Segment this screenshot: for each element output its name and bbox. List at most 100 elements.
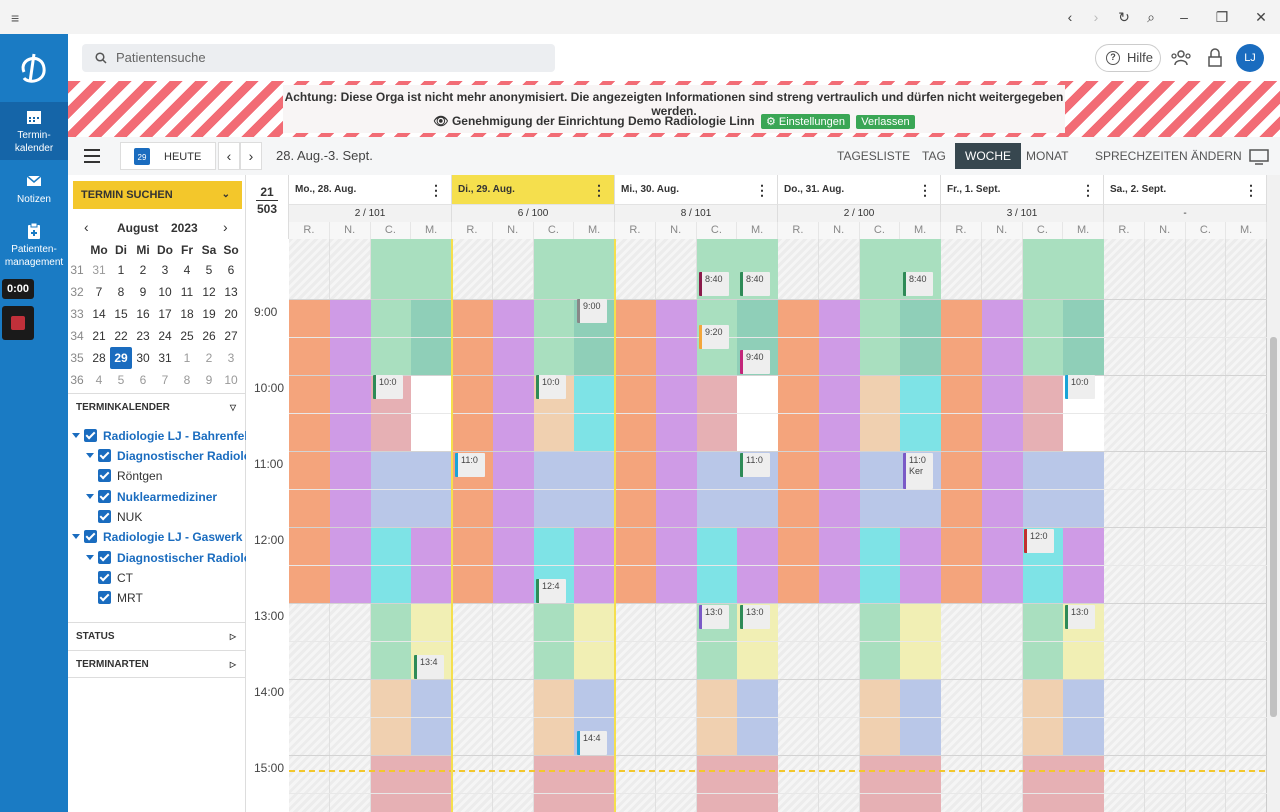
nav-patientenmanagement[interactable]: Patienten- management (0, 222, 68, 269)
resource-column[interactable] (818, 239, 860, 812)
mini-calendar-day[interactable]: 8 (183, 373, 191, 387)
next-week-button[interactable]: › (240, 142, 262, 170)
resource-column[interactable] (981, 239, 1023, 812)
nav-terminkalender[interactable]: Termin- kalender (0, 102, 68, 160)
day-header[interactable]: Sa., 2. Sept. ⋮ (1104, 175, 1267, 205)
appointment[interactable]: 8:40 (740, 272, 770, 296)
appointment[interactable]: 12:4 (536, 579, 566, 603)
leave-button[interactable]: Verlassen (856, 115, 915, 129)
avatar[interactable]: LJ (1236, 44, 1264, 72)
tab-monat[interactable]: MONAT (1026, 149, 1069, 163)
more-vert-icon[interactable]: ⋮ (755, 182, 769, 198)
more-vert-icon[interactable]: ⋮ (592, 182, 606, 198)
search-appointment-button[interactable]: TERMIN SUCHEN ⌄ (73, 181, 242, 209)
tree-item-mrt[interactable]: MRT (98, 591, 246, 605)
monitor-icon[interactable] (1249, 149, 1269, 165)
mini-calendar-day[interactable]: 31 (158, 351, 172, 365)
resource-column[interactable] (1226, 239, 1267, 812)
mini-calendar-day[interactable]: 3 (161, 263, 169, 277)
patient-search-input[interactable]: Patientensuche (82, 44, 555, 72)
mini-calendar-day[interactable]: 25 (180, 329, 194, 343)
appointment[interactable]: 10:0 (373, 375, 403, 399)
checkbox-icon[interactable] (98, 551, 111, 564)
mini-calendar-day[interactable]: 13 (224, 285, 238, 299)
mini-calendar-day[interactable]: 1 (183, 351, 191, 365)
mini-calendar-day[interactable]: 4 (183, 263, 191, 277)
mini-calendar-day[interactable]: 26 (202, 329, 216, 343)
more-vert-icon[interactable]: ⋮ (918, 182, 932, 198)
tree-item-ct[interactable]: CT (98, 571, 246, 585)
resource-column[interactable] (900, 239, 941, 812)
hamburger-icon[interactable]: ≡ (11, 10, 20, 26)
appointment[interactable]: 10:0 (1065, 375, 1095, 399)
appointment[interactable]: 10:0 (536, 375, 566, 399)
appointment[interactable]: 11:0 (740, 453, 770, 477)
resource-column[interactable] (1104, 239, 1145, 812)
resource-column[interactable] (329, 239, 371, 812)
back-icon[interactable]: ‹ (1067, 9, 1073, 25)
resource-column[interactable] (370, 239, 412, 812)
tree-location-bahrenfeld[interactable]: Radiologie LJ - Bahrenfeld (72, 429, 246, 443)
resource-column[interactable] (615, 239, 656, 812)
settings-button[interactable]: ⚙ Einstellungen (760, 114, 850, 129)
mini-calendar-day[interactable]: 24 (158, 329, 172, 343)
appointment[interactable]: 9:20 (699, 325, 729, 349)
mini-calendar-day[interactable]: 23 (136, 329, 150, 343)
tree-item-nuk[interactable]: NUK (98, 510, 246, 524)
appointment[interactable]: 13:0 (699, 605, 729, 629)
appointment[interactable]: 11:0 (455, 453, 485, 477)
day-header[interactable]: Do., 31. Aug. ⋮ (778, 175, 941, 205)
appointment[interactable]: 8:40 (903, 272, 933, 296)
search-icon[interactable]: ⌕ (1147, 9, 1155, 25)
checkbox-icon[interactable] (98, 510, 111, 523)
mini-calendar-day[interactable]: 19 (202, 307, 216, 321)
mini-calendar-day[interactable]: 6 (139, 373, 147, 387)
users-icon[interactable] (1170, 49, 1192, 67)
menu-icon[interactable] (84, 149, 100, 163)
mini-calendar-day[interactable]: 5 (117, 373, 125, 387)
more-vert-icon[interactable]: ⋮ (1244, 182, 1258, 198)
record-button[interactable] (2, 306, 34, 340)
resource-column[interactable] (778, 239, 819, 812)
appointment[interactable]: 12:0 (1024, 529, 1054, 553)
resource-column[interactable] (411, 239, 452, 812)
mini-calendar-day[interactable]: 7 (95, 285, 103, 299)
mini-calendar-day[interactable]: 21 (92, 329, 106, 343)
mini-calendar-day[interactable]: 31 (92, 263, 106, 277)
resource-column[interactable] (492, 239, 534, 812)
checkbox-icon[interactable] (98, 591, 111, 604)
resource-column[interactable] (1185, 239, 1227, 812)
today-button[interactable]: 29 HEUTE (120, 142, 216, 170)
mini-calendar-day[interactable]: 12 (202, 285, 216, 299)
appointment[interactable]: 13:0 (740, 605, 770, 629)
mini-calendar-day[interactable]: 8 (117, 285, 125, 299)
mini-calendar-day[interactable]: 17 (158, 307, 172, 321)
mini-calendar-day[interactable]: 16 (136, 307, 150, 321)
checkbox-icon[interactable] (98, 449, 111, 462)
mini-calendar-day[interactable]: 18 (180, 307, 194, 321)
resource-column[interactable] (859, 239, 901, 812)
mini-calendar-day[interactable]: 1 (117, 263, 125, 277)
minimize-icon[interactable]: – (1180, 9, 1188, 25)
mini-calendar-day[interactable]: 15 (114, 307, 128, 321)
mini-calendar-day[interactable]: 11 (180, 285, 194, 299)
mini-calendar-day[interactable]: 7 (161, 373, 169, 387)
nav-notizen[interactable]: Notizen (0, 172, 68, 206)
lock-icon[interactable] (1207, 48, 1223, 68)
tree-group-radiologe-2[interactable]: Diagnostischer Radiologe (86, 551, 246, 565)
appointment[interactable]: 9:00 (577, 299, 607, 323)
status-section[interactable]: STATUS ▷ (68, 622, 246, 650)
mini-calendar-day[interactable]: 20 (224, 307, 238, 321)
tab-woche[interactable]: WOCHE (955, 143, 1021, 169)
mini-calendar-day[interactable]: 6 (227, 263, 235, 277)
scrollbar[interactable] (1267, 175, 1280, 812)
mini-calendar-day[interactable]: 5 (205, 263, 213, 277)
resource-column[interactable] (1022, 239, 1064, 812)
mini-calendar-day[interactable]: 22 (114, 329, 128, 343)
prev-week-button[interactable]: ‹ (218, 142, 240, 170)
mini-calendar-day[interactable]: 14 (92, 307, 106, 321)
resource-column[interactable] (574, 239, 615, 812)
resource-column[interactable] (1144, 239, 1186, 812)
forward-icon[interactable]: › (1093, 9, 1099, 25)
tree-item-roentgen[interactable]: Röntgen (98, 469, 246, 483)
